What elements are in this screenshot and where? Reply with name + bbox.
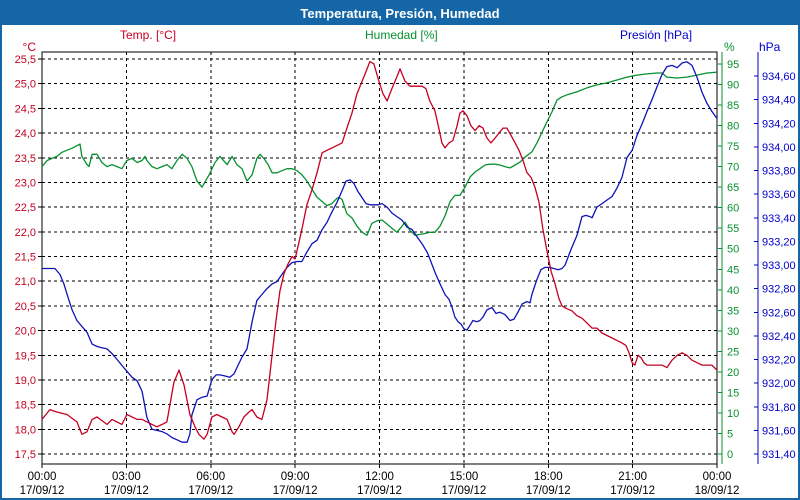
- humidity-axis-unit: %: [724, 40, 735, 54]
- pressure-axis-tick-label: 931,60: [762, 425, 796, 437]
- x-axis-time-label: 06:00: [196, 471, 225, 483]
- humidity-axis-tick-label: 45: [727, 264, 739, 276]
- temp-axis-tick-label: 23,5: [15, 153, 36, 165]
- x-axis-date-label: 17/09/12: [526, 485, 571, 497]
- x-axis-date-label: 17/09/12: [441, 485, 486, 497]
- pressure-axis-tick-label: 934,40: [762, 95, 796, 107]
- pressure-axis-tick-label: 933,00: [762, 260, 796, 272]
- temp-axis-tick-label: 21,5: [15, 252, 36, 264]
- humidity-axis-tick-label: 75: [727, 141, 739, 153]
- humidity-axis-tick-label: 5: [727, 428, 733, 440]
- humidity-axis-tick-label: 30: [727, 326, 739, 338]
- pressure-axis-tick-label: 934,60: [762, 71, 796, 83]
- window-title: Temperatura, Presión, Humedad: [2, 2, 798, 25]
- temp-axis-tick-label: 17,5: [15, 449, 36, 461]
- temp-axis-tick-label: 18,0: [15, 424, 36, 436]
- humidity-axis-tick-label: 15: [727, 387, 739, 399]
- pressure-axis-tick-label: 934,00: [762, 142, 796, 154]
- pressure-axis-tick-label: 932,00: [762, 378, 796, 390]
- x-axis-time-label: 18:00: [534, 471, 563, 483]
- temp-axis-tick-label: 24,5: [15, 103, 36, 115]
- temp-axis-tick-label: 25,0: [15, 79, 36, 91]
- pressure-axis-tick-label: 931,40: [762, 449, 796, 461]
- x-axis-date-label: 18/09/12: [695, 485, 740, 497]
- x-axis-time-label: 00:00: [703, 471, 732, 483]
- humidity-axis-tick-label: 60: [727, 203, 739, 215]
- plot-frame: [41, 51, 718, 465]
- humidity-axis-tick-label: 85: [727, 100, 739, 112]
- x-axis-date-label: 17/09/12: [610, 485, 655, 497]
- temp-axis-tick-label: 20,0: [15, 326, 36, 338]
- temp-axis-unit: °C: [22, 40, 36, 54]
- temp-axis-tick-label: 21,0: [15, 276, 36, 288]
- x-axis-time-label: 15:00: [449, 471, 478, 483]
- pressure-axis-tick-label: 932,80: [762, 284, 796, 296]
- legend-pressure: Presión [hPa]: [620, 28, 693, 42]
- pressure-axis-tick-label: 932,20: [762, 355, 796, 367]
- humidity-axis-tick-label: 95: [727, 59, 739, 71]
- temp-axis-tick-label: 18,5: [15, 400, 36, 412]
- humidity-axis-tick-label: 55: [727, 223, 739, 235]
- humidity-axis-tick-label: 10: [727, 408, 739, 420]
- humidity-axis-tick-label: 25: [727, 346, 739, 358]
- x-axis-date-label: 17/09/12: [188, 485, 233, 497]
- pressure-axis-unit: hPa: [759, 40, 781, 54]
- x-axis-date-label: 17/09/12: [357, 485, 402, 497]
- pressure-axis-tick-label: 932,40: [762, 331, 796, 343]
- temp-axis-tick-label: 25,5: [15, 54, 36, 66]
- x-axis-time-label: 03:00: [112, 471, 141, 483]
- humidity-axis-tick-label: 35: [727, 305, 739, 317]
- temp-axis-tick-label: 22,5: [15, 202, 36, 214]
- humidity-axis-tick-label: 90: [727, 80, 739, 92]
- temp-axis-tick-label: 22,0: [15, 227, 36, 239]
- x-axis-time-label: 09:00: [281, 471, 310, 483]
- legend-humidity: Humedad [%]: [365, 28, 438, 42]
- x-axis-time-label: 00:00: [28, 471, 57, 483]
- temp-axis-tick-label: 20,5: [15, 301, 36, 313]
- pressure-series-line: [42, 61, 718, 443]
- x-axis-date-label: 17/09/12: [20, 485, 65, 497]
- pressure-axis-tick-label: 933,80: [762, 166, 796, 178]
- humidity-axis-tick-label: 0: [727, 449, 733, 461]
- humidity-axis-tick-label: 80: [727, 121, 739, 133]
- legend-temp: Temp. [°C]: [120, 28, 177, 42]
- humidity-axis-tick-label: 50: [727, 244, 739, 256]
- temp-axis-tick-label: 24,0: [15, 128, 36, 140]
- x-axis-date-label: 17/09/12: [273, 485, 318, 497]
- pressure-axis-tick-label: 933,60: [762, 189, 796, 201]
- x-axis-time-label: 12:00: [365, 471, 394, 483]
- temp-axis-tick-label: 19,5: [15, 350, 36, 362]
- x-axis-date-label: 17/09/12: [104, 485, 149, 497]
- pressure-axis-tick-label: 933,20: [762, 236, 796, 248]
- humidity-axis-tick-label: 70: [727, 162, 739, 174]
- pressure-axis-tick-label: 934,20: [762, 118, 796, 130]
- humidity-axis-tick-label: 40: [727, 285, 739, 297]
- pressure-axis-tick-label: 931,80: [762, 402, 796, 414]
- humidity-axis-tick-label: 65: [727, 182, 739, 194]
- temp-series-line: [41, 60, 718, 440]
- x-axis-time-label: 21:00: [618, 471, 647, 483]
- humidity-axis-tick-label: 20: [727, 367, 739, 379]
- pressure-axis-tick-label: 932,60: [762, 307, 796, 319]
- temp-axis-tick-label: 23,0: [15, 177, 36, 189]
- temp-axis-tick-label: 19,0: [15, 375, 36, 387]
- pressure-axis-tick-label: 933,40: [762, 213, 796, 225]
